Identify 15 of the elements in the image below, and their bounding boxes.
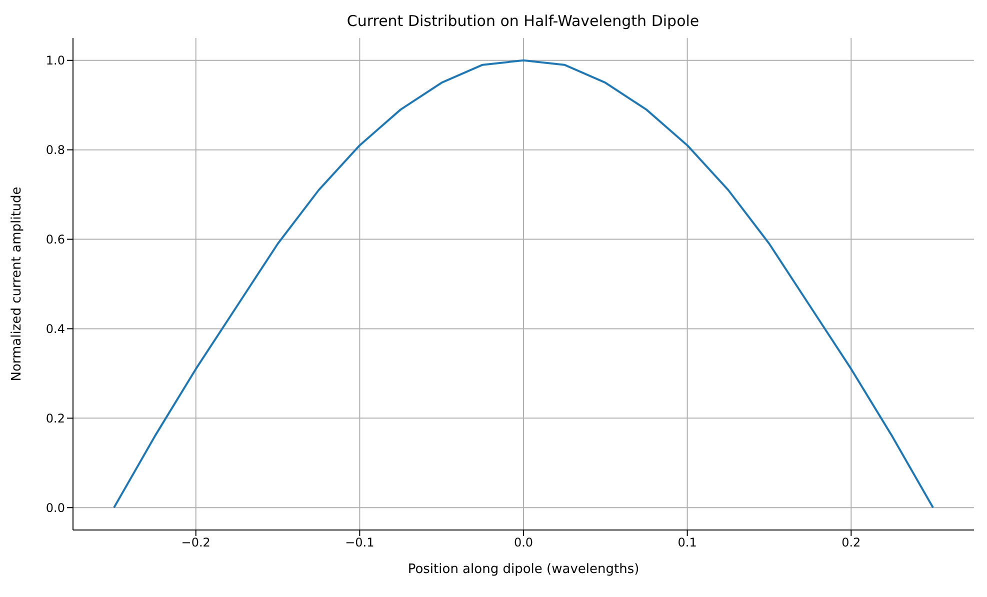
y-tick-label: 0.2 — [46, 411, 65, 426]
chart-title: Current Distribution on Half-Wavelength Dipole — [346, 11, 700, 30]
line-series — [112, 59, 934, 509]
y-tick-label: 0.8 — [46, 143, 65, 158]
x-tick-label: 0.2 — [842, 536, 861, 550]
x-tick-label: −0.2 — [181, 536, 210, 550]
y-tick-label: 0.0 — [46, 500, 65, 515]
y-tick-label: 0.4 — [46, 322, 65, 336]
x-axis-title: Position along dipole (wavelengths) — [408, 562, 640, 577]
x-tick-label: −0.1 — [345, 536, 374, 550]
y-axis-title: Normalized current amplitude — [10, 186, 25, 382]
y-tick-label: 0.6 — [46, 232, 65, 247]
x-tick-label: 0.0 — [514, 536, 534, 550]
x-tick-label: 0.1 — [678, 536, 697, 550]
y-tick-label: 1.0 — [46, 54, 65, 68]
